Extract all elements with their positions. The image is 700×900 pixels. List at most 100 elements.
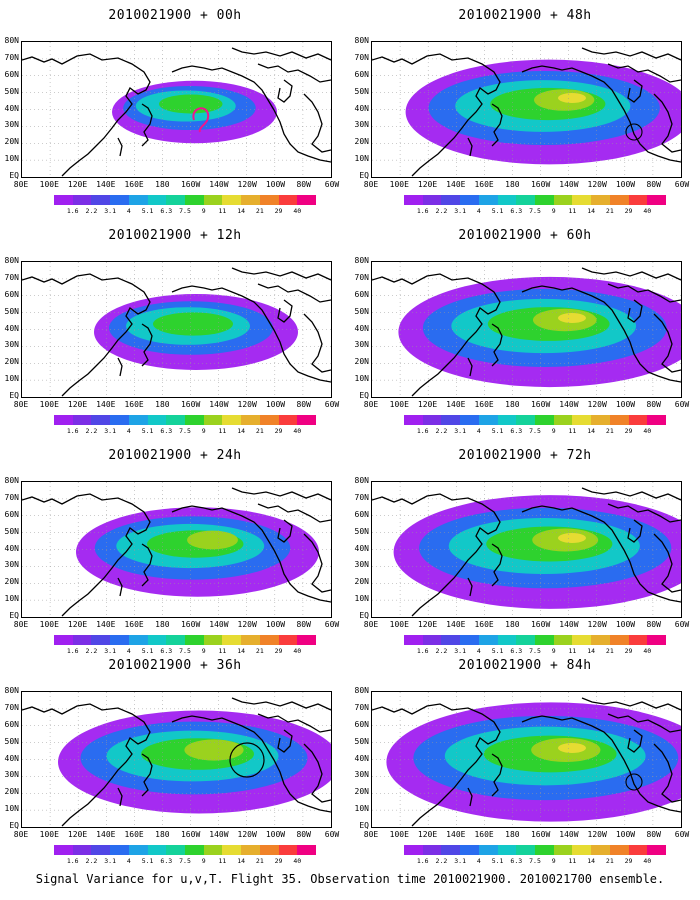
colorbar-label: 2.2 (85, 647, 98, 655)
colorbar-swatch (572, 635, 592, 645)
colorbar-swatch (241, 415, 261, 425)
coastline (303, 313, 331, 373)
colorbar-label: 11 (218, 207, 227, 215)
colorbar-label: 21 (605, 427, 614, 435)
map-panel: 2010021900 + 60h 80N 70N 60N 50N 40N 30N 20N 10N… (350, 220, 700, 445)
colorbar-swatch (609, 635, 630, 645)
coastline (372, 493, 501, 617)
colorbar-swatch (297, 415, 317, 425)
colorbar-label: 4 (126, 207, 131, 215)
colorbar-swatch (628, 415, 648, 425)
latitude-label: 20N (4, 577, 19, 587)
colorbar-label: 7.5 (529, 647, 541, 655)
colorbar-swatch (166, 195, 186, 205)
longitude-label: 140W (559, 830, 579, 839)
colorbar-swatch (297, 845, 317, 855)
colorbar-swatch (609, 415, 630, 425)
longitude-label: 180 (155, 180, 170, 189)
coastline (171, 65, 331, 163)
latitude-label: 60N (4, 509, 19, 519)
latitude-label: 50N (354, 526, 369, 536)
latitude-label: 70N (354, 272, 369, 282)
latitude-label: 80N (354, 256, 369, 265)
colorbar-label: 29 (624, 207, 633, 215)
colorbar-swatch (497, 635, 517, 645)
latitude-label: 70N (354, 492, 369, 502)
colorbar-label: 7.5 (529, 207, 541, 215)
colorbar-swatch (54, 415, 74, 425)
latitude-label: 80N (354, 686, 369, 695)
colorbar-label: 9 (551, 207, 556, 215)
latitude-label: 10N (4, 154, 19, 164)
longitude-label: 140E (446, 830, 466, 839)
latitude-label: 40N (4, 753, 19, 763)
latitude-label: 80N (4, 476, 19, 485)
variance-contour (184, 739, 244, 761)
colorbar-labels: 1.6 2.2 3.1 4 5.1 6.3 7.5 9 11 14 21 29 40 (54, 857, 316, 866)
colorbar-label: 5.1 (141, 647, 154, 655)
coastline (521, 715, 681, 813)
latitude-label: 70N (4, 492, 19, 502)
longitude-label: 80E (13, 620, 29, 629)
coastline (231, 487, 331, 501)
colorbar-swatch (404, 635, 424, 645)
colorbar-label: 3.1 (454, 857, 467, 865)
variance-map (21, 261, 332, 398)
latitude-label: 40N (4, 543, 19, 553)
longitude-label: 60W (674, 620, 690, 629)
latitude-label: 70N (354, 52, 369, 62)
longitude-label: 120W (237, 620, 257, 629)
longitude-label: 160E (474, 400, 494, 409)
latitude-label: 50N (354, 86, 369, 96)
latitude-label: 80N (4, 36, 19, 45)
colorbar-swatch (591, 195, 611, 205)
colorbar-label: 21 (255, 427, 264, 435)
colorbar-swatch (128, 635, 149, 645)
colorbar-label: 1.6 (416, 207, 429, 215)
coastline (141, 543, 153, 587)
coastline (627, 729, 643, 753)
colorbar (54, 845, 317, 855)
colorbar-swatch (91, 845, 111, 855)
colorbar-label: 21 (605, 647, 614, 655)
longitude-label: 100W (615, 400, 636, 409)
longitude-label: 100E (39, 180, 59, 189)
colorbar-labels: 1.6 2.2 3.1 4 5.1 6.3 7.5 9 11 14 21 29 40 (404, 427, 666, 436)
longitude-label: 160E (474, 620, 494, 629)
longitude-label: 180 (155, 620, 170, 629)
colorbar-label: 11 (218, 857, 227, 865)
coastline (467, 357, 473, 377)
longitude-label: 140E (96, 830, 116, 839)
panel-title: 2010021900 + 00h (108, 8, 242, 23)
longitude-label: 120E (417, 620, 438, 629)
colorbar-label: 6.3 (510, 427, 523, 435)
colorbar-label: 6.3 (160, 207, 173, 215)
colorbar-label: 40 (643, 427, 652, 435)
colorbar-label: 29 (624, 427, 633, 435)
longitude-label: 160E (474, 830, 494, 839)
longitude-label: 80W (646, 620, 661, 629)
colorbar-swatch (441, 845, 461, 855)
colorbar (54, 415, 317, 425)
colorbar-swatch (478, 845, 499, 855)
colorbar-swatch (72, 195, 92, 205)
colorbar (54, 195, 317, 205)
colorbar-label: 7.5 (529, 427, 541, 435)
coastline (257, 63, 331, 83)
longitude-label: 160E (124, 830, 144, 839)
longitude-label: 160W (530, 180, 551, 189)
colorbar-swatch (222, 415, 242, 425)
coastline (653, 313, 681, 373)
colorbar-swatch (422, 415, 442, 425)
longitude-label: 80E (13, 180, 29, 189)
coastline (117, 357, 123, 377)
longitude-label: 140W (559, 180, 579, 189)
colorbar-label: 14 (237, 857, 246, 865)
coastline (231, 47, 331, 61)
colorbar (404, 845, 667, 855)
colorbar-label: 3.1 (104, 427, 117, 435)
colorbar-swatch (54, 635, 74, 645)
longitude-label: 80W (646, 400, 661, 409)
colorbar-swatch (609, 845, 630, 855)
colorbar-label: 4 (476, 207, 481, 215)
